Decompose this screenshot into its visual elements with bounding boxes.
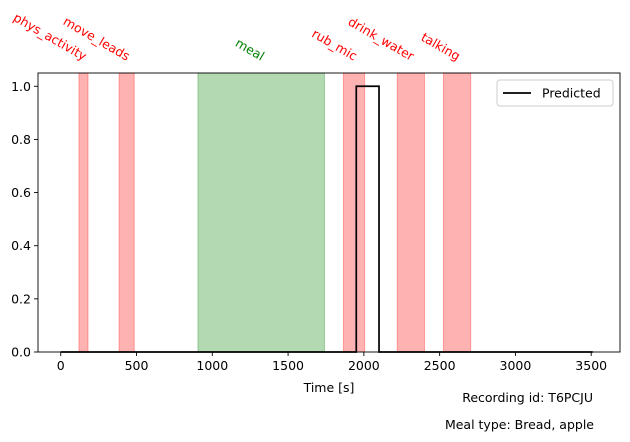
band-move-leads: [118, 72, 135, 353]
band-phys-activity: [78, 72, 89, 353]
x-tick-label: 2000: [348, 358, 380, 373]
legend: Predicted: [496, 79, 614, 107]
band-drink-water: [396, 72, 425, 353]
series-lines: [60, 85, 593, 353]
legend-label: Predicted: [542, 86, 601, 101]
x-tick-label: 0: [57, 358, 65, 373]
x-tick-label: 500: [125, 358, 149, 373]
x-tick-label: 1000: [196, 358, 228, 373]
band-talking: [442, 72, 472, 353]
plot-frame: [37, 72, 621, 353]
y-tick-label: 1.0: [11, 79, 31, 94]
band-label-rub-mic: rub_mic: [309, 26, 360, 64]
y-tick-label: 0.6: [11, 185, 31, 200]
event-bands: [78, 72, 472, 353]
x-axis: 0 500 1000 1500 2000 2500 3000 3500: [57, 352, 607, 373]
recording-id-text: Recording id: T6PCJU: [462, 390, 593, 405]
y-axis: 0.0 0.2 0.4 0.6 0.8 1.0: [11, 79, 38, 360]
x-tick-label: 3500: [575, 358, 607, 373]
band-label-meal: meal: [233, 35, 267, 63]
x-tick-label: 1500: [272, 358, 304, 373]
x-axis-label: Time [s]: [303, 380, 355, 395]
meal-type-text: Meal type: Bread, apple: [445, 417, 594, 432]
band-label-phys-activity: phys_activity: [11, 10, 90, 64]
y-tick-label: 0.0: [11, 345, 31, 360]
y-tick-label: 0.4: [11, 238, 31, 253]
band-label-talking: talking: [419, 29, 463, 63]
band-rub-mic: [342, 72, 366, 353]
legend-box: [496, 79, 614, 107]
band-meal: [197, 72, 325, 353]
y-tick-label: 0.8: [11, 132, 31, 147]
series-line-predicted: [60, 85, 593, 353]
x-tick-label: 2500: [424, 358, 456, 373]
x-tick-label: 3000: [500, 358, 532, 373]
y-tick-label: 0.2: [11, 291, 31, 306]
